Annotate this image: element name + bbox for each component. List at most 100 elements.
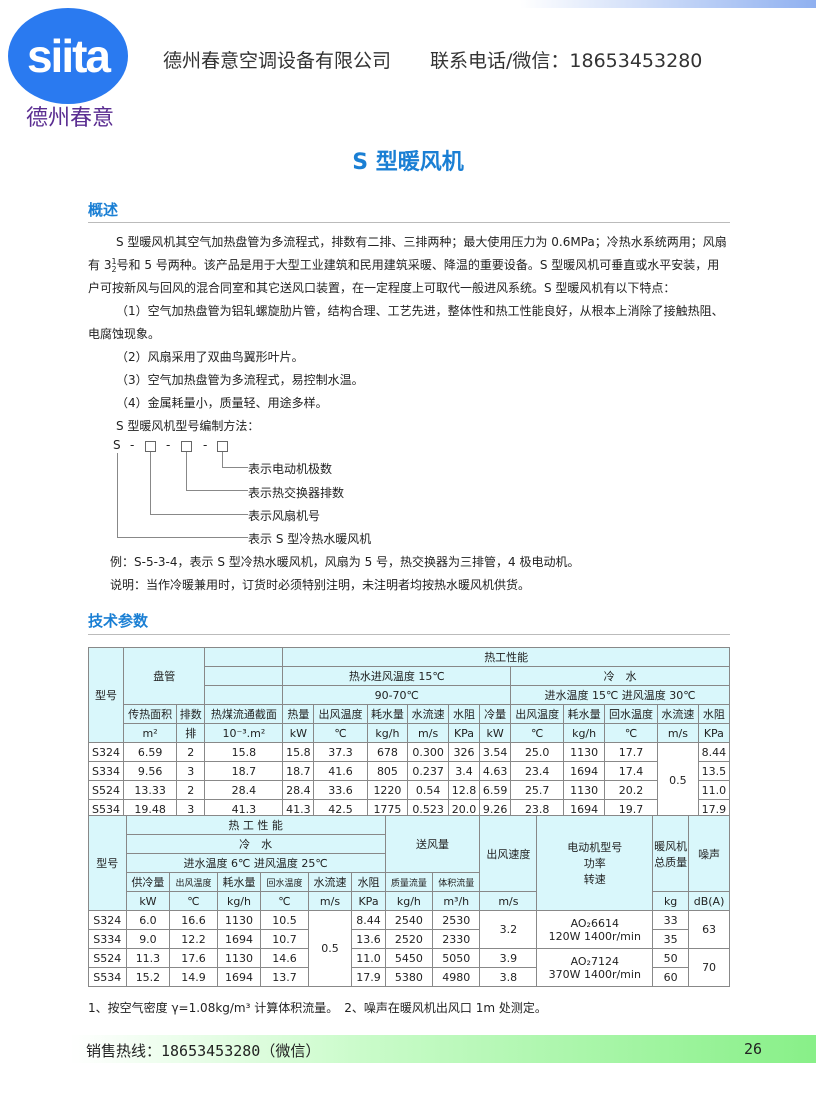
col-header: 水流速 (657, 704, 699, 724)
table-cell: 9.56 (123, 761, 178, 781)
paragraph-line: 有 31 2号和 5 号两种。该产品是用于大型工业建筑和民用建筑采暖、降温的重要设… (88, 254, 733, 277)
unit-cell: KPa (697, 723, 731, 743)
code-s: S (113, 438, 121, 452)
unit-cell: m/s (657, 723, 699, 743)
section-overview-heading: 概述 (88, 201, 119, 219)
col-header: 回水温度 (603, 704, 659, 724)
col-header: 回水温度 (260, 872, 309, 892)
table-cell: 进水温度 6℃ 进风温度 25℃ (125, 853, 386, 873)
table-cell: 13.7 (260, 967, 309, 987)
table-cell: 25.7 (510, 780, 565, 800)
motor-cell: AO₂7124 370W 1400r/min (536, 948, 654, 987)
frac-den: 2 (111, 264, 117, 274)
table-cell: 15.8 (204, 742, 284, 762)
table-cell: 17.4 (603, 761, 659, 781)
text: 号和 5 号两种。该产品是用于大型工业建筑和民用建筑采暖、降温的重要设备。S 型… (116, 258, 720, 272)
table-cell: 2330 (432, 929, 481, 949)
table-cell: 5380 (384, 967, 434, 987)
col-header: 供冷量 (125, 872, 171, 892)
table-row: S534 15.2 14.9 1694 13.7 17.9 5380 4980 3.8 60 (88, 967, 730, 987)
unit-cell: m/s (307, 891, 353, 911)
table-cell: 18.7 (204, 761, 284, 781)
col-header-coil: 盘管 (123, 647, 206, 705)
paragraph-line: 户可按新风与回风的混合同室和其它送风口装置，在一定程度上可取代一般进风系统。S … (88, 281, 676, 295)
table-cell: 12.8 (447, 780, 481, 800)
table-cell: 14.6 (260, 948, 309, 968)
divider (88, 634, 730, 635)
table-cell: 2 (176, 780, 206, 800)
divider (88, 222, 730, 223)
col-header: 水阻 (447, 704, 481, 724)
table-cell (204, 647, 284, 667)
unit-cell: kW (125, 891, 171, 911)
table-cell: 20.2 (603, 780, 659, 800)
unit-cell: ℃ (169, 891, 218, 911)
code-box-poles (217, 441, 228, 452)
code-title: S 型暖风机型号编制方法： (116, 419, 260, 433)
table-cell: 25.0 (510, 742, 565, 762)
table-cell: 冷 水 (125, 834, 386, 854)
table-cell: 13.5 (697, 761, 731, 781)
table-cell: 进水温度 15℃ 进风温度 30℃ (510, 685, 730, 705)
table-cell: 90-70℃ (282, 685, 512, 705)
table-cell: 63 (688, 910, 730, 949)
table-cell (204, 685, 284, 705)
table-cell: 12.2 (169, 929, 218, 949)
table-cell: 3.2 (479, 910, 538, 949)
table-cell: 0.54 (407, 780, 449, 800)
unit-cell: kg/h (366, 723, 409, 743)
table-cell: 17.7 (603, 742, 659, 762)
table-cell: S524 (88, 948, 127, 968)
col-header: 水阻 (351, 872, 386, 892)
table-cell: 9.26 (479, 799, 512, 819)
col-header-model: 型号 (88, 815, 127, 911)
header-row: 型号 盘管 热工性能 (87, 647, 730, 743)
table-cell: 1220 (366, 780, 409, 800)
table-cell: 20.0 (447, 799, 481, 819)
logo-caption: 德州春意 (26, 106, 115, 131)
text: AO₂6614 (570, 916, 619, 930)
col-header: 水阻 (697, 704, 731, 724)
col-header-motor: 电动机型号 功率 转速 (536, 815, 654, 911)
unit-cell: m² (123, 723, 178, 743)
logo-text: siita (26, 30, 111, 82)
section-tech-heading: 技术参数 (88, 612, 149, 630)
table-cell: 33 (652, 910, 690, 930)
header-row: 90-70℃ 进水温度 15℃ 进风温度 30℃ (89, 685, 730, 705)
col-header: 水流速 (307, 872, 353, 892)
code-label: 表示 S 型冷热水暖风机 (248, 532, 372, 546)
unit-cell: m/s (407, 723, 449, 743)
col-header: 出风温度 (313, 704, 368, 724)
text: 370W 1400r/min (548, 967, 641, 981)
table-cell: 15.8 (282, 742, 315, 762)
overview-text: S 型暖风机其空气加热盘管为多流程式，排数有二排、三排两种；最大使用压力为 0.… (88, 231, 733, 438)
table-cell: 35 (652, 929, 690, 949)
table-cell: 8.44 (351, 910, 386, 930)
table-cell: 37.3 (313, 742, 368, 762)
col-header: 耗水量 (366, 704, 409, 724)
unit-cell: kg (652, 891, 690, 911)
table-cell: 3.9 (479, 948, 538, 968)
text: 转速 (583, 873, 606, 886)
table-cell: 5050 (432, 948, 481, 968)
col-header: 耗水量 (216, 872, 262, 892)
table-cell: 60 (652, 967, 690, 987)
header-row: 传热面积 排数 热煤流通截面 热量 出风温度 耗水量 水流速 水阻 冷量 出风温度 耗水量 回水温度水… (89, 704, 731, 724)
table-cell: 0.237 (407, 761, 449, 781)
table-cell: 5450 (384, 948, 434, 968)
table-cell: 1130 (563, 780, 605, 800)
table-cell: 28.4 (204, 780, 284, 800)
page-number: 26 (744, 1040, 763, 1058)
table-cell: 11.0 (351, 948, 386, 968)
table-cell: 15.2 (125, 967, 171, 987)
col-header: 冷量 (479, 704, 512, 724)
table-cell: 0.300 (407, 742, 449, 762)
feature-1: （1）空气加热盘管为铝轧螺旋肋片管，结构合理、工艺先进，整体性和热工性能良好，从… (116, 304, 724, 318)
col-header-model: 型号 (87, 647, 125, 743)
table-cell: 8.44 (697, 742, 731, 762)
table-cell: 3.8 (479, 967, 538, 987)
table-cell: 13.33 (123, 780, 178, 800)
col-header: 热量 (282, 704, 315, 724)
col-header: 体积流量 (432, 872, 481, 892)
table-cell: 1694 (216, 929, 262, 949)
